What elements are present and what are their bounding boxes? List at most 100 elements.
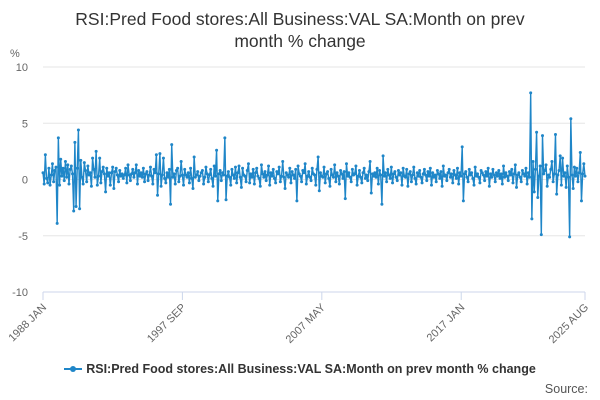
data-point[interactable]: [68, 167, 72, 171]
data-point[interactable]: [250, 175, 254, 179]
data-point[interactable]: [555, 192, 559, 196]
data-point[interactable]: [43, 153, 47, 157]
data-point[interactable]: [542, 172, 546, 176]
data-point[interactable]: [302, 171, 306, 175]
data-point[interactable]: [315, 167, 319, 171]
data-point[interactable]: [564, 185, 568, 189]
data-point[interactable]: [566, 175, 570, 179]
data-point[interactable]: [329, 167, 333, 171]
data-point[interactable]: [94, 149, 98, 153]
data-point[interactable]: [415, 171, 419, 175]
data-point[interactable]: [543, 169, 547, 172]
data-point[interactable]: [166, 175, 170, 179]
data-point[interactable]: [308, 175, 312, 179]
legend[interactable]: RSI:Pred Food stores:All Business:VAL SA…: [0, 362, 600, 376]
data-point[interactable]: [529, 91, 533, 95]
data-point[interactable]: [284, 171, 288, 175]
data-point[interactable]: [107, 171, 111, 175]
data-point[interactable]: [407, 172, 411, 176]
data-point[interactable]: [191, 187, 195, 190]
data-point[interactable]: [374, 175, 378, 179]
data-point[interactable]: [140, 175, 144, 179]
data-point[interactable]: [60, 174, 64, 178]
data-point[interactable]: [205, 172, 209, 176]
data-point[interactable]: [301, 169, 305, 172]
data-point[interactable]: [46, 181, 50, 185]
data-point[interactable]: [248, 181, 252, 185]
data-point[interactable]: [583, 174, 587, 178]
data-point[interactable]: [347, 171, 351, 175]
data-point[interactable]: [579, 199, 583, 203]
data-point[interactable]: [281, 160, 285, 163]
data-point[interactable]: [300, 180, 304, 184]
data-point[interactable]: [441, 164, 445, 168]
data-point[interactable]: [516, 173, 520, 177]
data-point[interactable]: [127, 173, 131, 177]
data-point[interactable]: [445, 179, 449, 183]
data-point[interactable]: [156, 193, 160, 197]
data-point[interactable]: [522, 172, 526, 176]
data-point[interactable]: [112, 187, 116, 190]
data-point[interactable]: [577, 171, 581, 175]
data-point[interactable]: [41, 171, 45, 175]
data-point[interactable]: [348, 175, 352, 179]
data-point[interactable]: [366, 179, 370, 183]
data-point[interactable]: [145, 170, 149, 174]
data-point[interactable]: [259, 163, 263, 167]
data-point[interactable]: [565, 164, 569, 168]
data-point[interactable]: [309, 179, 313, 183]
data-point[interactable]: [575, 166, 579, 170]
data-point[interactable]: [297, 172, 301, 176]
data-point[interactable]: [517, 171, 521, 175]
data-point[interactable]: [117, 180, 121, 184]
data-point[interactable]: [265, 173, 269, 177]
data-point[interactable]: [45, 176, 49, 180]
data-point[interactable]: [337, 182, 341, 186]
data-point[interactable]: [485, 174, 489, 178]
data-point[interactable]: [244, 180, 248, 184]
data-point[interactable]: [438, 176, 442, 180]
data-point[interactable]: [578, 151, 582, 154]
data-point[interactable]: [158, 152, 162, 156]
data-point[interactable]: [278, 180, 282, 184]
data-point[interactable]: [433, 173, 437, 177]
data-point[interactable]: [346, 174, 350, 178]
data-point[interactable]: [190, 176, 194, 180]
data-point[interactable]: [533, 167, 537, 171]
data-point[interactable]: [427, 174, 431, 178]
data-point[interactable]: [450, 172, 454, 176]
data-point[interactable]: [363, 176, 367, 180]
data-point[interactable]: [231, 173, 235, 177]
data-point[interactable]: [531, 160, 535, 163]
data-point[interactable]: [432, 175, 436, 179]
data-point[interactable]: [306, 174, 310, 178]
data-point[interactable]: [148, 165, 152, 169]
data-point[interactable]: [98, 156, 102, 160]
data-point[interactable]: [490, 175, 494, 179]
data-point[interactable]: [50, 162, 54, 166]
data-point[interactable]: [453, 173, 457, 177]
data-point[interactable]: [556, 173, 560, 177]
data-point[interactable]: [513, 163, 517, 167]
data-point[interactable]: [340, 172, 344, 176]
data-point[interactable]: [211, 184, 215, 188]
data-point[interactable]: [271, 167, 275, 171]
data-point[interactable]: [393, 170, 397, 174]
data-point[interactable]: [197, 179, 201, 183]
data-point[interactable]: [222, 173, 226, 177]
data-point[interactable]: [48, 183, 52, 187]
data-point[interactable]: [268, 183, 272, 187]
data-point[interactable]: [154, 153, 158, 157]
data-point[interactable]: [171, 175, 175, 179]
data-point[interactable]: [252, 182, 256, 186]
data-point[interactable]: [382, 174, 386, 178]
data-point[interactable]: [167, 167, 171, 171]
data-point[interactable]: [478, 181, 482, 185]
data-point[interactable]: [277, 165, 281, 169]
data-point[interactable]: [193, 175, 197, 179]
data-point[interactable]: [192, 155, 196, 159]
data-point[interactable]: [570, 173, 574, 177]
data-point[interactable]: [422, 167, 426, 171]
data-point[interactable]: [86, 164, 90, 168]
data-point[interactable]: [400, 183, 404, 187]
